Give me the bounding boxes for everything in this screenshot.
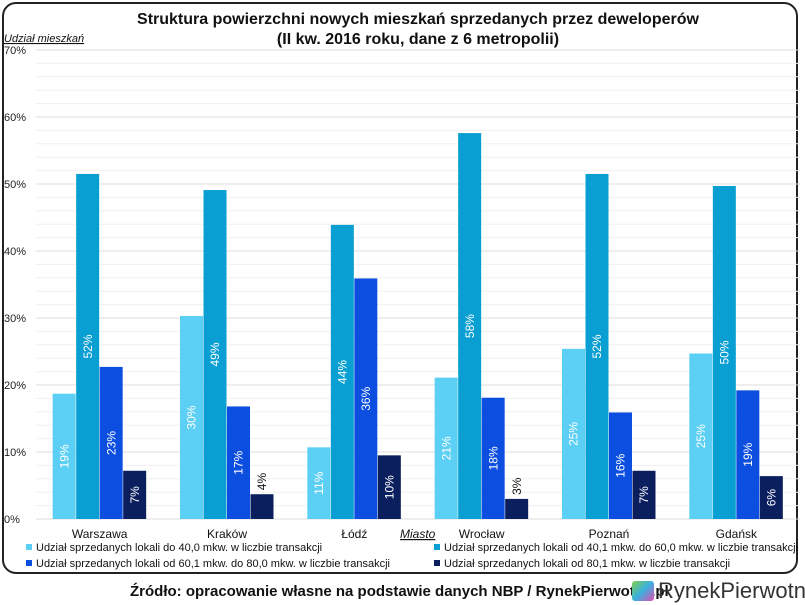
bar xyxy=(203,190,227,519)
data-label: 11% xyxy=(312,471,326,494)
data-label: 52% xyxy=(81,334,95,358)
data-label: 18% xyxy=(486,446,500,470)
y-tick-label: 10% xyxy=(4,447,26,459)
data-label: 36% xyxy=(359,386,373,410)
bar xyxy=(76,173,100,519)
bar xyxy=(434,377,458,519)
data-label: 3% xyxy=(510,477,524,495)
y-tick-label: 0% xyxy=(4,514,20,526)
bar xyxy=(505,498,529,519)
x-tick-label: Łódź xyxy=(341,527,367,541)
data-label: 6% xyxy=(765,489,779,507)
bar xyxy=(609,412,632,519)
legend-swatch xyxy=(434,544,440,550)
source-note: Źródło: opracowanie własne na podstawie … xyxy=(130,583,669,600)
legend-entry: Udział sprzedanych lokali od 80,1 mkw. w… xyxy=(444,558,730,570)
data-label: 44% xyxy=(336,360,350,384)
data-label: 52% xyxy=(590,334,604,358)
x-tick-label: Gdańsk xyxy=(716,527,758,541)
data-label: 4% xyxy=(255,473,269,491)
data-label: 50% xyxy=(718,340,732,364)
x-axis-label: Miasto xyxy=(400,527,436,541)
data-label: 23% xyxy=(104,431,118,455)
chart-subtitle: (II kw. 2016 roku, dane z 6 metropolii) xyxy=(277,31,559,48)
data-label: 25% xyxy=(694,424,708,448)
bar xyxy=(377,455,401,519)
legend-swatch xyxy=(26,560,32,566)
bar xyxy=(123,470,147,519)
data-label: 19% xyxy=(741,442,755,466)
bar xyxy=(689,353,713,519)
data-label: 21% xyxy=(439,436,453,460)
bar xyxy=(562,348,585,519)
bar xyxy=(307,447,331,519)
bar xyxy=(354,278,378,519)
bar xyxy=(52,393,76,519)
legend-entry: Udział sprzedanych lokali do 40,0 mkw. w… xyxy=(36,542,322,554)
data-label: 19% xyxy=(57,444,71,468)
bar xyxy=(585,173,609,519)
y-tick-label: 30% xyxy=(4,313,26,325)
chart-title: Struktura powierzchni nowych mieszkań sp… xyxy=(137,11,699,28)
data-label: 7% xyxy=(128,486,142,504)
bar xyxy=(736,390,760,519)
data-label: 10% xyxy=(383,475,397,499)
bar xyxy=(759,476,783,519)
chart-frame xyxy=(2,2,798,574)
x-tick-label: Poznań xyxy=(589,527,630,541)
data-label: 49% xyxy=(208,342,222,366)
bar xyxy=(632,470,656,519)
bar xyxy=(99,366,123,519)
y-tick-label: 20% xyxy=(4,380,26,392)
x-tick-label: Wrocław xyxy=(459,527,505,541)
bar xyxy=(458,133,482,519)
x-tick-label: Warszawa xyxy=(72,527,128,541)
logo: RynekPierwotny xyxy=(632,578,805,604)
bar xyxy=(330,224,354,519)
logo-text: RynekPierwotny xyxy=(658,578,805,603)
data-label: 17% xyxy=(232,450,246,474)
logo-icon xyxy=(632,581,654,601)
data-label: 7% xyxy=(637,486,651,504)
y-axis-label: Udział mieszkań xyxy=(4,33,84,45)
y-tick-label: 70% xyxy=(4,45,26,57)
data-label: 16% xyxy=(614,453,628,477)
y-tick-label: 60% xyxy=(4,112,26,124)
bar xyxy=(250,494,274,519)
legend-swatch xyxy=(434,560,440,566)
data-label: 25% xyxy=(567,422,581,446)
legend-swatch xyxy=(26,544,32,550)
bar xyxy=(227,406,250,519)
legend-entry: Udział sprzedanych lokali od 40,1 mkw. d… xyxy=(444,542,798,554)
y-tick-label: 50% xyxy=(4,179,26,191)
y-tick-label: 40% xyxy=(4,246,26,258)
bar xyxy=(712,186,736,519)
data-label: 58% xyxy=(463,314,477,338)
bar xyxy=(180,315,203,519)
x-tick-label: Kraków xyxy=(207,527,247,541)
data-label: 30% xyxy=(185,405,199,429)
bar xyxy=(481,397,505,519)
legend-entry: Udział sprzedanych lokali od 60,1 mkw. d… xyxy=(36,558,390,570)
